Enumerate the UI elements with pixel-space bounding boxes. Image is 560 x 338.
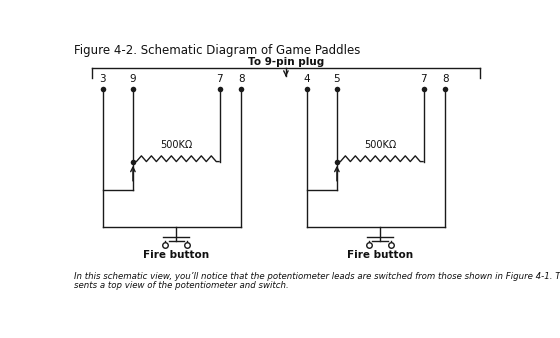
Text: 500KΩ: 500KΩ [160, 140, 193, 150]
Text: In this schematic view, you’ll notice that the potentiometer leads are switched : In this schematic view, you’ll notice th… [74, 272, 560, 281]
Text: 5: 5 [334, 74, 340, 84]
Text: 9: 9 [129, 74, 136, 84]
Text: To 9-pin plug: To 9-pin plug [248, 56, 324, 67]
Text: 500KΩ: 500KΩ [364, 140, 396, 150]
Text: 3: 3 [99, 74, 106, 84]
Text: 7: 7 [421, 74, 427, 84]
Text: 7: 7 [216, 74, 223, 84]
Text: 8: 8 [442, 74, 449, 84]
Text: sents a top view of the potentiometer and switch.: sents a top view of the potentiometer an… [74, 282, 289, 290]
Text: 8: 8 [238, 74, 245, 84]
Text: Fire button: Fire button [347, 250, 413, 260]
Text: 4: 4 [303, 74, 310, 84]
Text: Fire button: Fire button [143, 250, 209, 260]
Text: Figure 4-2. Schematic Diagram of Game Paddles: Figure 4-2. Schematic Diagram of Game Pa… [74, 45, 361, 57]
